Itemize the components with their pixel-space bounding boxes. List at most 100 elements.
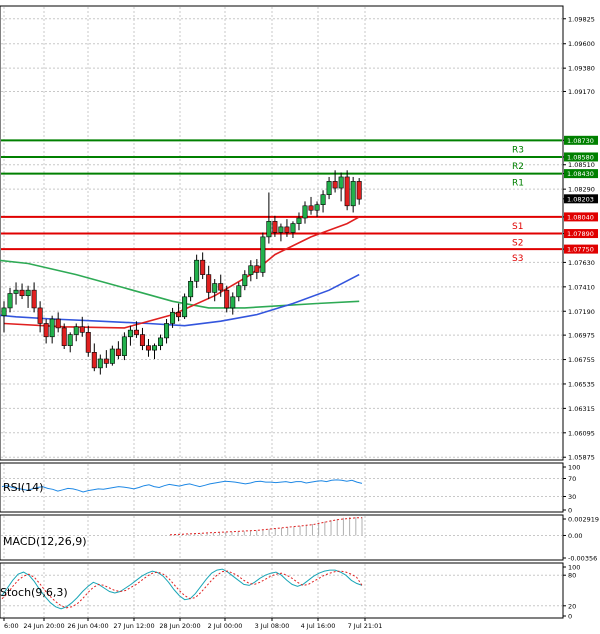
candle-body xyxy=(25,289,31,297)
candle-body xyxy=(43,323,49,338)
candle xyxy=(49,315,55,344)
stoch-label: Stoch(9,6,3) xyxy=(0,586,68,599)
candle-body xyxy=(266,221,272,238)
candle xyxy=(67,332,73,353)
candle xyxy=(7,287,13,313)
y-tick-label: 1.08040 xyxy=(567,214,594,222)
level-label-r1: R1 xyxy=(512,179,524,189)
candle-body xyxy=(49,318,55,338)
candle-body xyxy=(115,348,121,356)
y-tick-label: 1.06315 xyxy=(568,405,595,413)
candle-body xyxy=(212,283,218,293)
candle xyxy=(55,312,61,333)
candle xyxy=(302,201,308,224)
level-price-tag xyxy=(564,135,598,145)
candle xyxy=(158,334,164,351)
indicator-tick-label: 0.00 xyxy=(568,532,582,540)
candle xyxy=(103,350,109,368)
candle-body xyxy=(242,274,248,287)
candle xyxy=(200,252,206,280)
indicator-tick-label: 0.002919 xyxy=(568,516,599,524)
chart-panel-2 xyxy=(0,462,564,513)
candle-body xyxy=(127,329,133,338)
candle-body xyxy=(320,194,326,205)
level-label-s1: S1 xyxy=(512,222,523,232)
candle xyxy=(338,172,344,202)
candle-body xyxy=(332,181,338,189)
candle-body xyxy=(254,265,260,273)
candle xyxy=(248,260,254,282)
y-tick-label: 1.06535 xyxy=(568,380,595,388)
candle-body xyxy=(31,289,37,309)
candle-body xyxy=(272,221,278,233)
x-tick-label: 2 Jul 00:00 xyxy=(208,622,243,630)
y-tick-label: 1.06095 xyxy=(568,429,595,437)
candle xyxy=(37,301,43,333)
candle-body xyxy=(326,181,332,196)
candle-body xyxy=(278,226,284,233)
candle xyxy=(326,176,332,200)
candle xyxy=(152,343,158,359)
candle xyxy=(170,307,176,328)
candle-body xyxy=(7,293,13,309)
y-tick-label: 1.08290 xyxy=(568,186,595,194)
x-tick-label: 6:00 xyxy=(4,622,19,630)
candle xyxy=(73,323,79,342)
moving-average-green xyxy=(0,259,360,309)
level-price-tag xyxy=(564,169,598,179)
candle xyxy=(61,323,67,349)
rsi-label: RSI(14) xyxy=(3,481,43,494)
candle-body xyxy=(73,326,79,335)
y-tick-label: 1.07630 xyxy=(568,259,595,267)
candle xyxy=(230,292,236,315)
candle-body xyxy=(356,181,362,200)
candle-body xyxy=(200,259,206,275)
y-tick-label: 1.06755 xyxy=(568,356,595,364)
y-tick-label: 1.08580 xyxy=(567,154,594,162)
y-tick-label: 1.07190 xyxy=(568,308,595,316)
candle xyxy=(127,325,133,346)
candle xyxy=(145,339,151,357)
candle xyxy=(356,178,362,205)
current-price-tag xyxy=(564,194,598,204)
indicator-tick-label: 0 xyxy=(568,507,572,515)
candle xyxy=(332,170,338,193)
candle xyxy=(206,265,212,300)
indicator-tick-label: -0.00356 xyxy=(568,555,597,563)
y-tick-label: 1.08430 xyxy=(567,170,594,178)
candle-body xyxy=(308,205,314,211)
rsi-line xyxy=(1,479,363,493)
candle-body xyxy=(236,285,242,298)
y-tick-label: 1.09600 xyxy=(568,40,595,48)
candle-body xyxy=(170,312,176,324)
indicator-tick-label: 30 xyxy=(568,493,576,501)
candle-body xyxy=(103,358,109,364)
candle-body xyxy=(338,176,344,189)
candle-body xyxy=(206,274,212,293)
candle xyxy=(182,293,188,320)
candle xyxy=(13,282,19,305)
candle xyxy=(139,327,145,351)
candle xyxy=(284,219,290,237)
y-tick-label: 1.09170 xyxy=(568,88,595,96)
candle-body xyxy=(164,323,170,339)
candle-body xyxy=(91,352,97,369)
x-tick-label: 3 Jul 08:00 xyxy=(255,622,290,630)
candle-body xyxy=(176,312,182,318)
y-tick-label: 1.06975 xyxy=(568,332,595,340)
x-tick-label: 7 Jul 21:01 xyxy=(348,622,383,630)
candle xyxy=(290,221,296,238)
candle-body xyxy=(109,348,115,364)
candle xyxy=(176,303,182,322)
candle-body xyxy=(296,217,302,224)
candle-body xyxy=(224,289,230,309)
candle xyxy=(242,270,248,291)
indicator-tick-label: 80 xyxy=(568,572,576,580)
level-price-tag xyxy=(564,229,598,239)
x-tick-label: 4 Jul 16:00 xyxy=(301,622,336,630)
y-tick-label: 1.07750 xyxy=(567,246,594,254)
candle-body xyxy=(302,205,308,219)
candle-body xyxy=(97,358,103,369)
level-label-s3: S3 xyxy=(512,254,523,264)
